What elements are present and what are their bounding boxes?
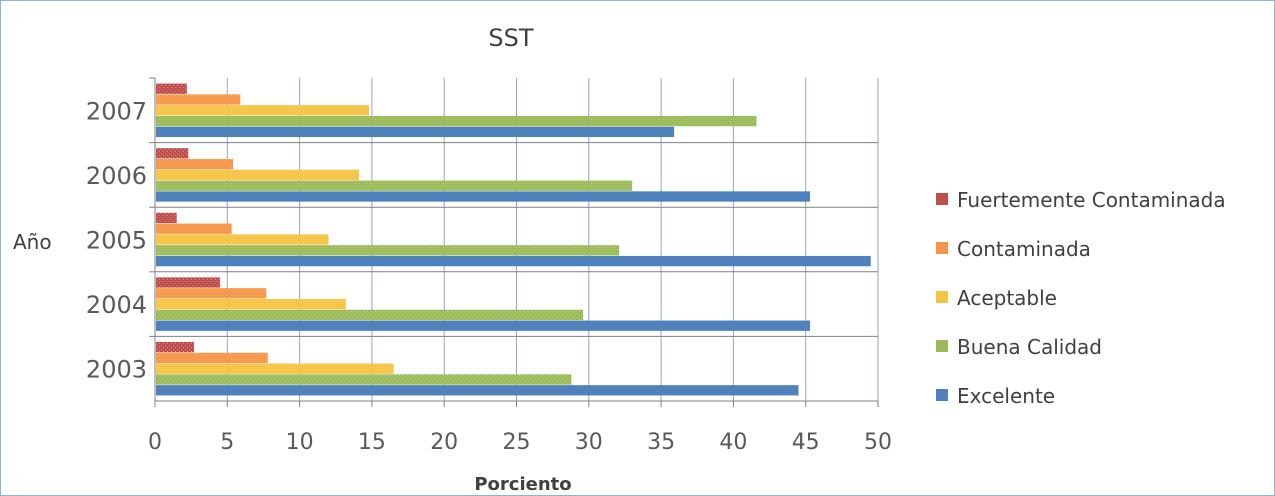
x-tick-label: 20 bbox=[430, 430, 458, 455]
legend-swatch bbox=[936, 291, 948, 303]
bar-texture bbox=[156, 363, 394, 374]
x-tick-label: 35 bbox=[647, 430, 675, 455]
bar-texture bbox=[156, 223, 232, 234]
bar bbox=[156, 126, 675, 138]
legend-label: Contaminada bbox=[957, 237, 1091, 261]
bar-texture bbox=[156, 169, 359, 181]
legend-swatch bbox=[936, 193, 948, 205]
bar bbox=[156, 385, 799, 396]
legend-swatch bbox=[936, 340, 948, 352]
bar bbox=[156, 255, 871, 267]
bar-texture bbox=[156, 245, 620, 256]
y-tick-label: 2004 bbox=[86, 291, 147, 319]
x-tick-label: 0 bbox=[148, 430, 162, 455]
x-tick-label: 30 bbox=[575, 430, 603, 455]
x-tick-label: 5 bbox=[220, 430, 234, 455]
x-tick-label: 40 bbox=[719, 430, 747, 455]
x-tick-label: 15 bbox=[358, 430, 386, 455]
y-tick-label: 2006 bbox=[86, 162, 147, 190]
y-tick-label: 2003 bbox=[86, 356, 147, 384]
x-tick-label: 45 bbox=[792, 430, 820, 455]
chart-title: SST bbox=[488, 24, 533, 52]
bar-texture bbox=[156, 298, 346, 310]
bar-texture bbox=[156, 115, 757, 127]
bar-texture bbox=[156, 234, 329, 245]
y-axis-title: Año bbox=[13, 230, 52, 254]
y-tick-label: 2005 bbox=[86, 227, 147, 255]
bar bbox=[156, 191, 811, 202]
x-tick-label: 50 bbox=[864, 430, 892, 455]
legend-label: Fuertemente Contaminada bbox=[957, 188, 1226, 212]
legend-swatch bbox=[936, 389, 948, 401]
bar-texture bbox=[156, 180, 633, 191]
bar-texture bbox=[156, 341, 195, 353]
bar-texture bbox=[156, 148, 189, 159]
bar-texture bbox=[156, 158, 234, 170]
bar-texture bbox=[156, 288, 267, 299]
legend: Fuertemente Contaminada Contaminada Acepta… bbox=[936, 188, 1226, 408]
plot-area: 0 5 10 15 20 25 30 35 40 45 50 2003 2004 2005 2006 2007 bbox=[86, 77, 892, 455]
bar-texture bbox=[156, 374, 572, 385]
bar-texture bbox=[156, 277, 221, 288]
legend-label: Aceptable bbox=[957, 286, 1057, 310]
legend-label: Excelente bbox=[957, 384, 1055, 408]
bar bbox=[156, 320, 811, 331]
y-tick-label: 2007 bbox=[86, 97, 147, 125]
bar-texture bbox=[156, 83, 187, 94]
legend-swatch bbox=[936, 242, 948, 254]
x-axis-title: Porciento bbox=[474, 474, 571, 495]
legend-label: Buena Calidad bbox=[957, 335, 1102, 359]
bar-texture bbox=[156, 94, 241, 105]
bar-texture bbox=[156, 105, 370, 116]
x-tick-label: 10 bbox=[286, 430, 314, 455]
bar-texture bbox=[156, 309, 584, 321]
bar-texture bbox=[156, 212, 177, 224]
bar-texture bbox=[156, 352, 268, 364]
x-tick-label: 25 bbox=[503, 430, 531, 455]
